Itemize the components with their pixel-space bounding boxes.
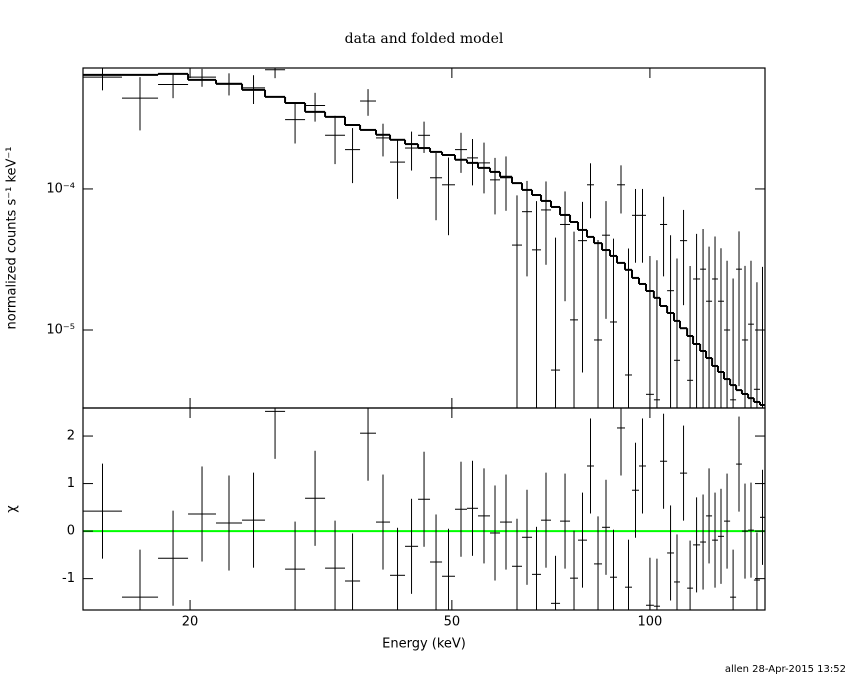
x-tick-label: 20 — [182, 615, 199, 630]
plot-frame — [82, 407, 766, 611]
plot-area — [83, 408, 765, 610]
y-tick-label: 0 — [67, 524, 75, 539]
y-tick-label: 2 — [67, 429, 75, 444]
y-tick-label: 1 — [67, 476, 75, 491]
y-tick-label: 10⁻⁵ — [46, 323, 75, 338]
x-tick-label: 100 — [637, 615, 662, 630]
y-tick-label: 10⁻⁴ — [46, 181, 75, 196]
y-tick-label: -1 — [62, 571, 75, 586]
y-axis-label: normalized counts s⁻¹ keV⁻¹ — [5, 147, 20, 330]
x-tick-label: 50 — [444, 615, 461, 630]
footer: allen 28-Apr-2015 13:52 — [725, 664, 846, 675]
plot-area — [83, 68, 765, 408]
y-axis-label: χ — [5, 505, 20, 513]
x-axis-label: Energy (keV) — [382, 637, 466, 652]
plot-frame — [82, 67, 766, 409]
chart-title: data and folded model — [345, 31, 504, 47]
